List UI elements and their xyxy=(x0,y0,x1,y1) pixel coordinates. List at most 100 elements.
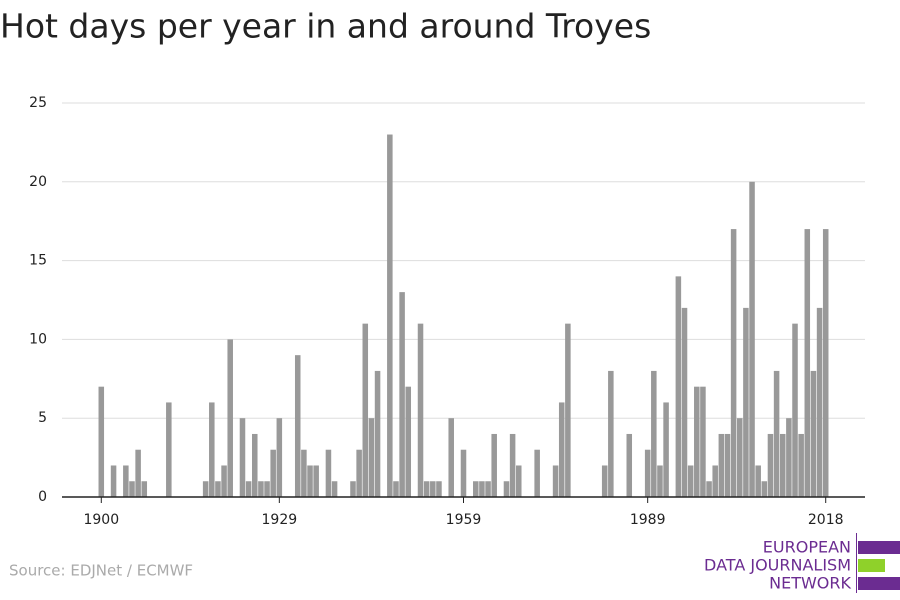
bar xyxy=(608,370,614,497)
bar xyxy=(804,229,811,497)
bar xyxy=(393,481,399,497)
bar xyxy=(479,481,485,497)
bar xyxy=(270,449,276,497)
bar xyxy=(374,370,381,497)
bar xyxy=(743,307,749,497)
bar xyxy=(503,481,510,497)
bar xyxy=(515,465,522,497)
bar xyxy=(405,386,412,497)
chart-title: Hot days per year in and around Troyes xyxy=(0,7,651,46)
bar xyxy=(534,449,540,497)
bar xyxy=(221,465,227,497)
bar xyxy=(141,481,148,497)
bar xyxy=(730,229,737,497)
bar xyxy=(651,370,657,497)
bar xyxy=(417,323,424,497)
bar xyxy=(350,481,356,497)
bar xyxy=(448,418,454,497)
bar xyxy=(509,433,516,497)
bar xyxy=(245,481,252,497)
bar xyxy=(215,481,221,497)
bar xyxy=(681,307,688,497)
bar xyxy=(755,465,761,497)
bar xyxy=(331,481,338,497)
logo-bar xyxy=(858,577,900,590)
bar xyxy=(166,402,172,497)
bar xyxy=(749,181,755,498)
x-tick-label: 1929 xyxy=(262,512,298,528)
bar xyxy=(552,465,559,497)
x-tick-label: 1900 xyxy=(83,512,119,528)
bar xyxy=(816,307,823,497)
bar xyxy=(626,433,633,497)
x-tick-label: 1959 xyxy=(446,512,482,528)
bar xyxy=(209,402,215,497)
bar xyxy=(276,418,283,497)
bar xyxy=(423,481,430,497)
bar xyxy=(736,418,743,497)
bar xyxy=(460,449,467,497)
bar xyxy=(325,449,332,497)
bar xyxy=(307,465,313,497)
bar xyxy=(810,370,817,497)
bar xyxy=(822,229,829,497)
bar xyxy=(368,418,375,497)
logo-text: DATA JOURNALISM xyxy=(704,556,851,575)
bar xyxy=(792,323,798,497)
bar xyxy=(663,402,669,497)
y-tick-label: 10 xyxy=(29,331,47,347)
bar xyxy=(706,481,712,497)
bar xyxy=(135,449,141,497)
source: Source: EDJNet / ECMWF xyxy=(9,562,193,580)
bar xyxy=(694,386,700,497)
bar xyxy=(773,370,780,497)
logo-text: NETWORK xyxy=(769,574,851,593)
logo-rule xyxy=(856,533,857,593)
y-tick-label: 20 xyxy=(29,174,47,190)
bar xyxy=(473,481,479,497)
bar xyxy=(644,449,651,497)
bar xyxy=(98,386,105,497)
bar xyxy=(362,323,369,497)
bar xyxy=(700,386,706,497)
bar xyxy=(485,481,491,497)
bar xyxy=(301,449,307,497)
bar xyxy=(294,355,301,497)
logo-text: EUROPEAN xyxy=(763,538,851,557)
bar xyxy=(399,292,405,497)
bar xyxy=(712,465,718,497)
bar xyxy=(202,481,209,497)
bar xyxy=(252,433,258,497)
bar xyxy=(558,402,565,497)
bar xyxy=(110,465,117,497)
logo-bar xyxy=(858,541,900,554)
bar xyxy=(123,465,129,497)
x-tick-label: 1989 xyxy=(630,512,666,528)
bar xyxy=(687,465,694,497)
bar xyxy=(798,433,804,497)
bar xyxy=(724,433,731,497)
x-tick-label: 2018 xyxy=(808,512,844,528)
bar xyxy=(761,481,768,497)
bar xyxy=(786,418,792,497)
bar xyxy=(601,465,608,497)
bar xyxy=(356,449,362,497)
bar xyxy=(675,276,682,497)
logo: EUROPEAN DATA JOURNALISM NETWORK xyxy=(704,533,900,593)
bar xyxy=(436,481,442,497)
bar xyxy=(313,465,319,497)
bar xyxy=(657,465,663,497)
bar xyxy=(239,418,246,497)
bar xyxy=(565,323,571,497)
bar xyxy=(129,481,135,497)
bar xyxy=(491,433,497,497)
y-tick-label: 0 xyxy=(38,489,47,505)
y-tick-label: 25 xyxy=(29,95,47,111)
y-tick-label: 15 xyxy=(29,253,47,269)
bar xyxy=(430,481,436,497)
bar xyxy=(718,433,725,497)
logo-bar xyxy=(858,559,885,572)
bar xyxy=(258,481,264,497)
bar xyxy=(227,339,233,497)
